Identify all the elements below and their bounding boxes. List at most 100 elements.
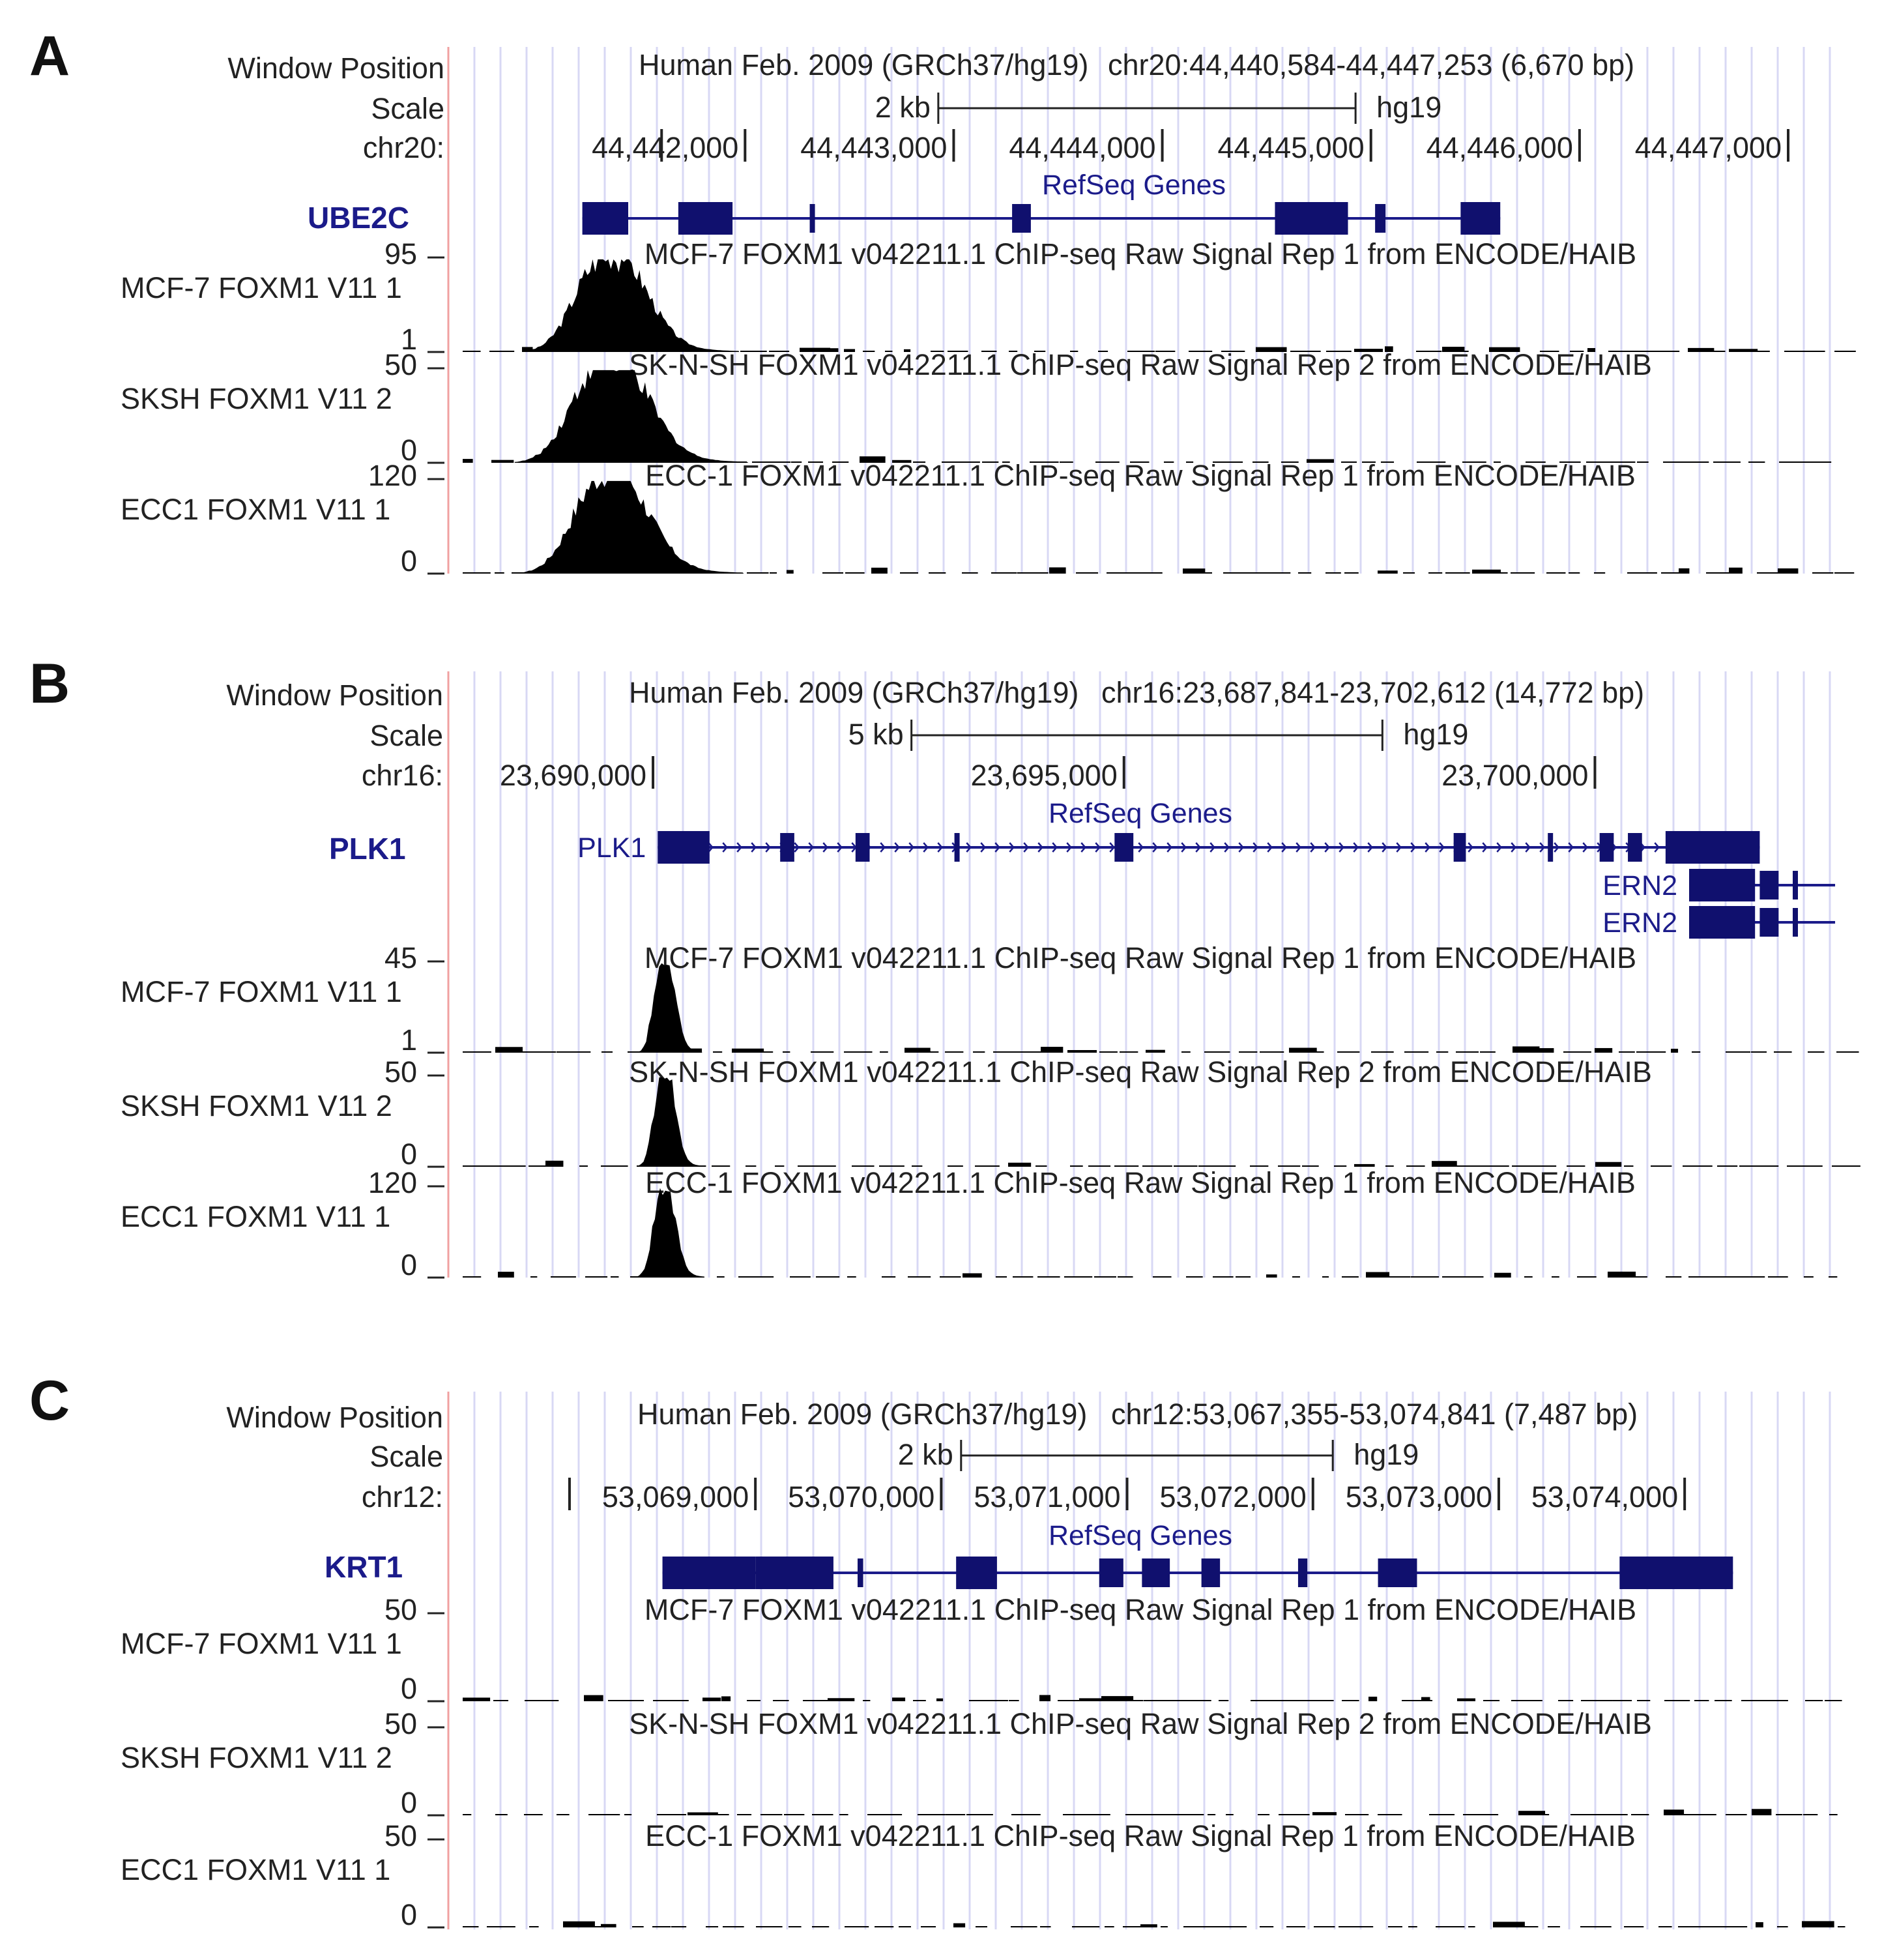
signal-noise [1298,572,1312,574]
signal-noise [1432,1161,1457,1167]
signal-noise [1563,1051,1591,1053]
gene-model: ERN2 [1602,869,1836,901]
signal-noise [687,572,712,574]
signal-noise [1706,572,1737,574]
signal-noise [717,572,731,574]
signal-noise [1595,1047,1613,1053]
signal-noise [1539,1814,1550,1815]
signal-noise [1540,351,1559,352]
signal-noise [495,572,504,574]
signal-noise [1636,1051,1666,1053]
signal-noise [1453,1165,1480,1167]
signal-noise [601,1923,616,1927]
track-label: ECC1 FOXM1 V11 1 [121,1200,390,1233]
strand-arrow [1152,842,1158,853]
guide-lines [473,1392,1831,1929]
gene-model-label: ERN2 [1602,870,1677,901]
signal-noise [1612,1814,1628,1815]
signal-noise [783,1051,790,1053]
strand-arrow [1296,842,1301,853]
track-min-label: 0 [401,544,417,578]
signal-noise [1637,461,1649,463]
signal-noise [882,1276,896,1278]
signal-noise [1683,1165,1713,1167]
signal-noise [832,461,849,463]
ruler-tick-label: 44,445,000 [1217,131,1364,164]
signal-noise [773,1700,789,1701]
signal-noise [1122,1700,1144,1701]
signal-noise [996,1276,1007,1278]
signal-noise [525,1700,555,1701]
signal-noise [976,1926,987,1927]
signal-noise [1189,351,1213,352]
signal-noise [1034,351,1046,352]
signal-noise [1093,1814,1110,1815]
signal-noise [738,1276,762,1278]
gene-exon [1099,1558,1123,1587]
track-title: SK-N-SH FOXM1 v042211.1 ChIP-seq Raw Sig… [629,348,1652,381]
strand-arrow [923,842,929,853]
signal-noise [1664,1809,1685,1815]
signal-noise [1142,1165,1172,1167]
signal-noise [1388,1926,1402,1927]
track-title: SK-N-SH FOXM1 v042211.1 ChIP-seq Raw Sig… [629,1707,1652,1740]
signal-noise [1337,1051,1360,1053]
signal-noise [1362,461,1376,463]
signal-noise [1717,1165,1738,1167]
signal-noise [1688,1276,1713,1278]
signal-noise [688,1812,718,1815]
signal-noise [521,461,536,463]
signal-noise [1378,570,1398,574]
signal-noise [656,1276,673,1278]
signal-peak [638,1077,702,1167]
strand-arrow [894,842,900,853]
gene-exon [780,833,794,862]
signal-noise [800,347,830,352]
position-label: chr16:23,687,841-23,702,612 (14,772 bp) [1101,676,1644,709]
signal-noise [548,461,573,463]
signal-noise [1836,1051,1859,1053]
signal-noise [899,1926,911,1927]
signal-noise [1483,1700,1500,1701]
strand-arrow [1439,842,1445,853]
track-min-label: 0 [401,1248,417,1281]
gene-exon [1114,833,1134,862]
signal-noise [1371,1051,1394,1053]
signal-noise [1016,1051,1045,1053]
strand-arrow [708,842,714,853]
ruler-tick-label: 53,069,000 [602,1480,749,1514]
signal-noise [1251,1700,1271,1701]
position-label: chr20:44,440,584-44,447,253 (6,670 bp) [1108,48,1634,81]
signal-noise [1428,572,1443,574]
gene-exon [1453,833,1466,862]
gene-exon [1548,833,1554,862]
signal-noise [487,1926,513,1927]
signal-noise [1120,1051,1138,1053]
signal-noise [845,1926,869,1927]
signal-noise [608,1700,637,1701]
signal-noise [871,567,888,574]
signal-noise [985,1814,992,1815]
signal-noise [1278,1165,1301,1167]
signal-noise [1511,572,1535,574]
signal-noise [1268,572,1291,574]
strand-arrow [1654,842,1660,853]
signal-noise [1736,1276,1765,1278]
gene-exon [1012,204,1031,233]
gene-exon [956,1557,997,1589]
signal-noise [1041,1046,1064,1053]
signal-noise [1204,1926,1234,1927]
signal-noise [1829,1276,1838,1278]
signal-noise [1302,1165,1319,1167]
signal-noise [946,1814,966,1815]
signal-noise [1588,1814,1619,1815]
track-min-label: 0 [401,1786,417,1819]
signal-noise [1445,572,1470,574]
signal-track: MCF-7 FOXM1 v042211.1 ChIP-seq Raw Signa… [121,237,1856,356]
strand-arrow [1252,842,1258,853]
signal-noise [1289,1047,1317,1053]
signal-track: MCF-7 FOXM1 v042211.1 ChIP-seq Raw Signa… [121,1593,1842,1705]
signal-noise [1008,1162,1032,1167]
signal-noise [1013,1276,1034,1278]
signal-noise [798,1165,823,1167]
